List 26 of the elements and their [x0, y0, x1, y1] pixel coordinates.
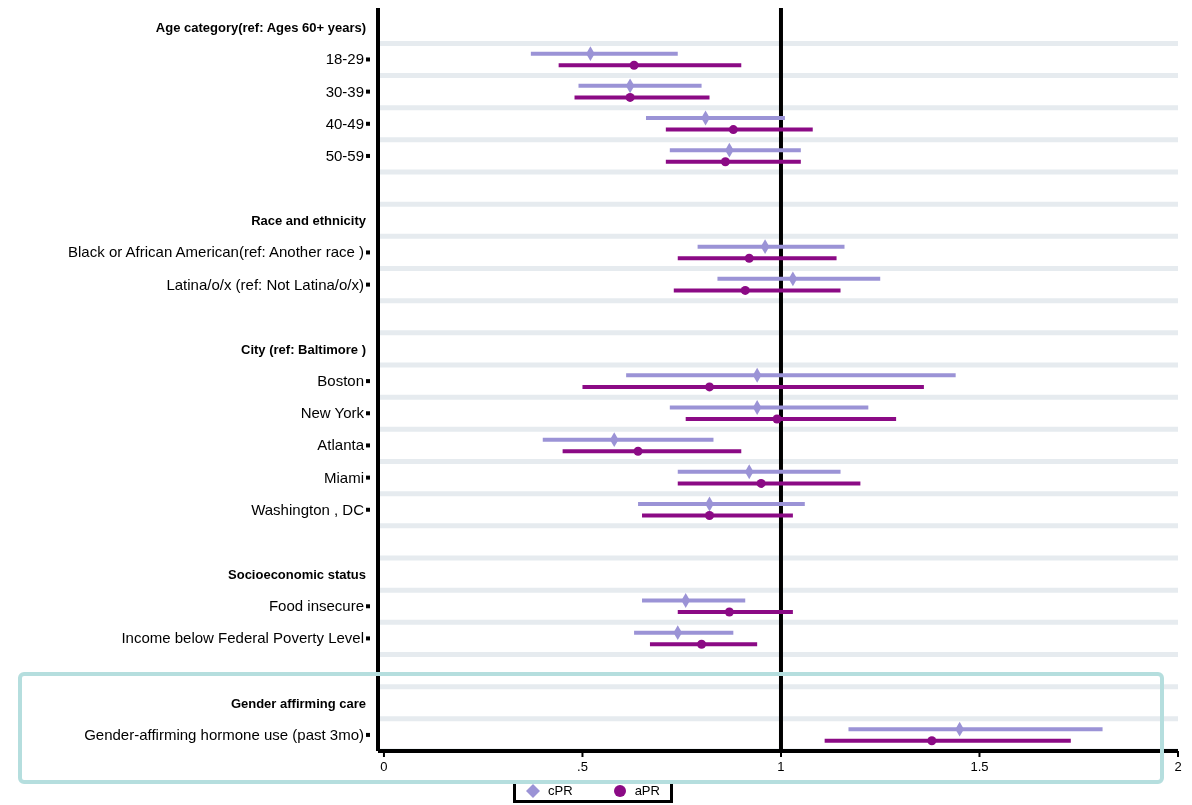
y-tick-label: Atlanta: [317, 436, 365, 454]
x-tick-label: .5: [577, 759, 588, 774]
y-tick-label: Socioeconomic status: [228, 567, 366, 583]
x-tick-label: 1: [777, 759, 785, 774]
y-tick-label: Gender affirming care: [230, 695, 366, 711]
y-tick-label: Washington , DC: [251, 500, 365, 518]
y-tick-label: Income below Federal Poverty Level: [121, 629, 364, 647]
y-tick-label: 18-29: [325, 50, 364, 68]
y-tick-label: 40-49: [325, 114, 364, 132]
y-tick-label: Food insecure: [268, 597, 364, 615]
y-tick-label: 30-39: [325, 82, 364, 100]
y-tick-label: 50-59: [325, 146, 364, 164]
y-tick-label: Gender-affirming hormone use (past 3mo): [84, 725, 364, 743]
y-tick-label: Black or African American(ref: Another race ): [68, 243, 364, 261]
y-tick-label: City (ref: Baltimore ): [241, 341, 366, 357]
y-tick-label: Age category(ref: Ages 60+ years): [155, 20, 366, 36]
y-tick-label: Latina/o/x (ref: Not Latina/o/x): [166, 275, 364, 293]
y-tick-label: Boston: [317, 372, 364, 390]
legend-label: aPR: [633, 783, 660, 798]
x-tick-label: 0: [380, 759, 388, 774]
legend-label: cPR: [547, 783, 573, 798]
y-tick-label: New York: [300, 404, 365, 422]
y-tick-label: Miami: [324, 468, 364, 486]
x-tick-label: 1.5: [970, 759, 989, 774]
x-tick-label: 2: [1174, 759, 1182, 774]
y-tick-label: Race and ethnicity: [251, 213, 367, 229]
